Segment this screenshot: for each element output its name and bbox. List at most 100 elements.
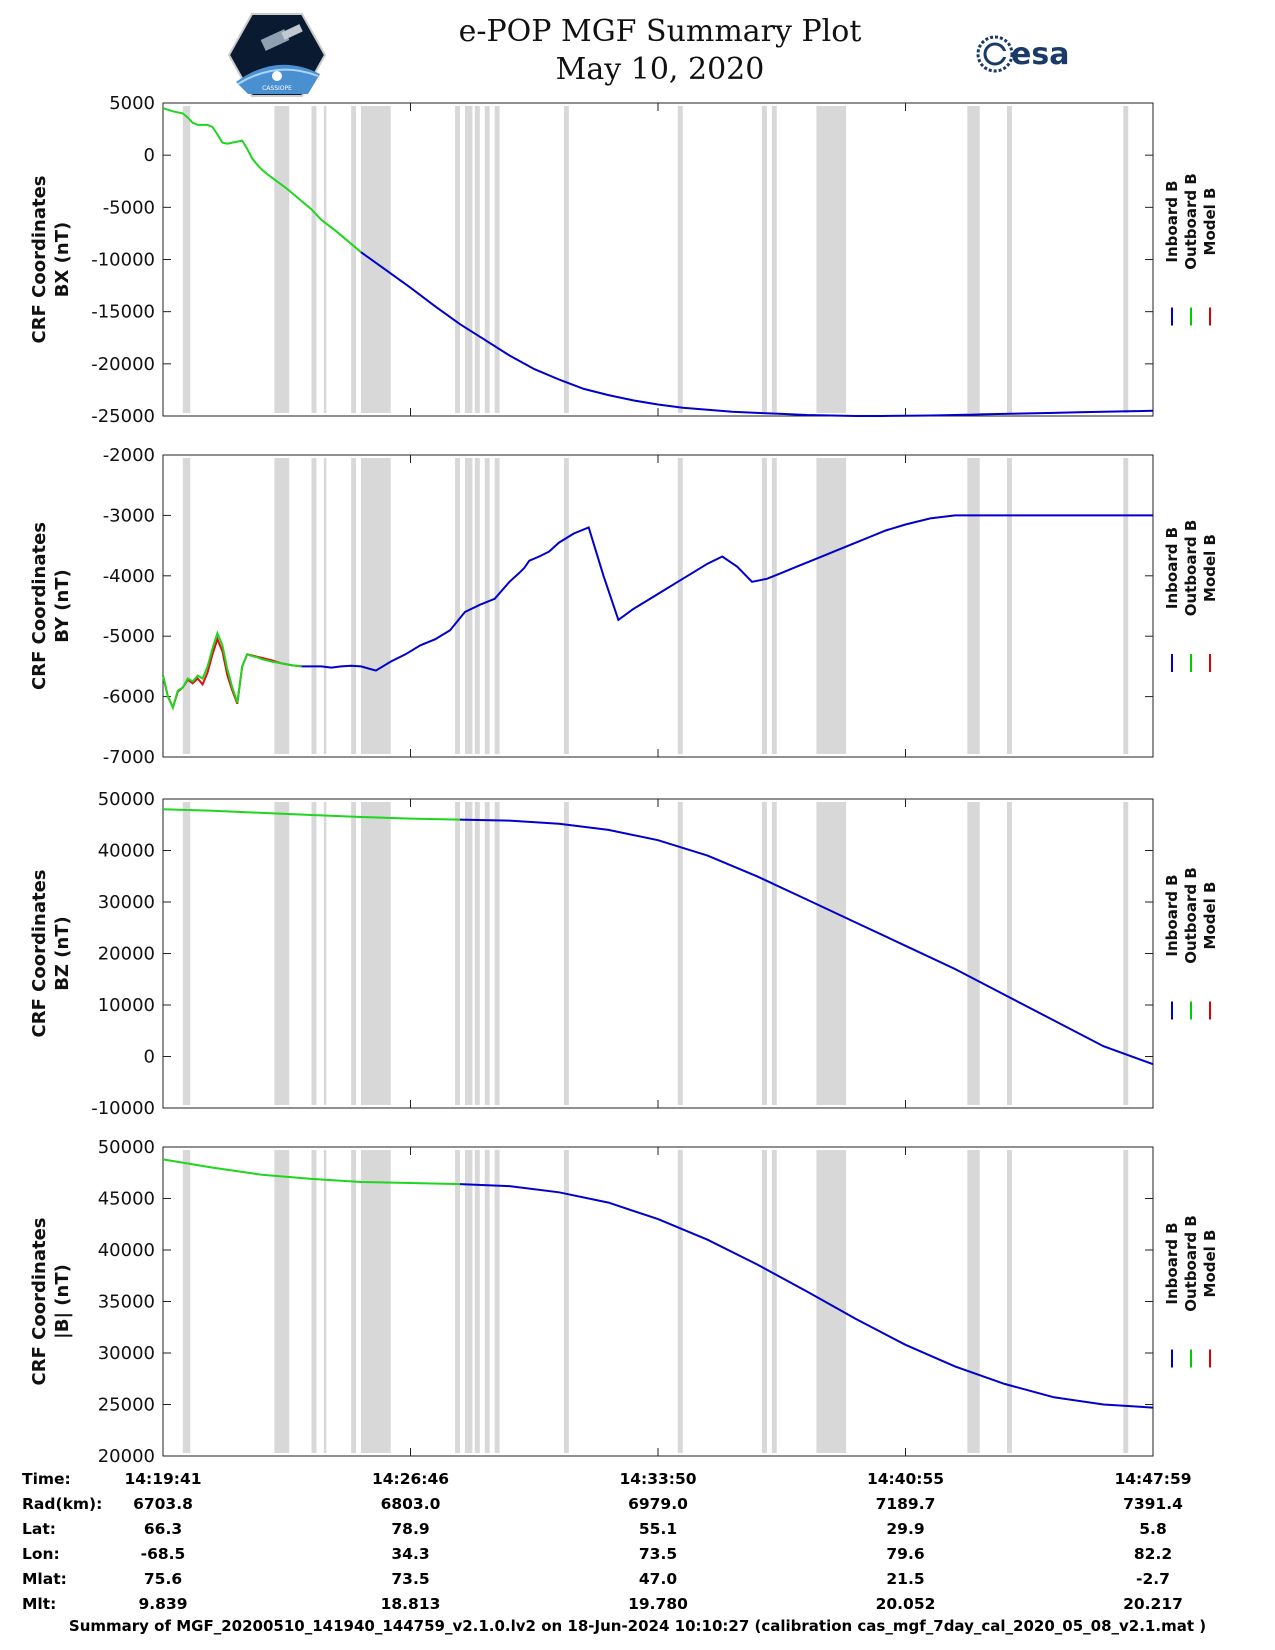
ephemeris-row-label: Mlat:: [22, 1570, 67, 1588]
data-gap-band: [494, 106, 500, 413]
y-tick-label: 35000: [98, 1292, 155, 1313]
data-gap-band: [351, 1150, 357, 1453]
data-gap-band: [563, 458, 569, 754]
y-tick-label: -6000: [103, 687, 155, 708]
y-tick-label: 10000: [98, 995, 155, 1016]
y-tick-label: 45000: [98, 1189, 155, 1210]
data-gap-band: [351, 802, 357, 1105]
data-gap-band: [494, 458, 500, 754]
data-gap-band: [1006, 1150, 1012, 1453]
data-gap-band: [455, 458, 460, 754]
data-gap-band: [474, 802, 480, 1105]
y-tick-label: 50000: [98, 789, 155, 810]
footer-caption: Summary of MGF_20200510_141940_144759_v2…: [68, 1617, 1207, 1635]
data-gap-band: [351, 458, 357, 754]
data-gap-band: [677, 1150, 683, 1453]
legend-label: Inboard B: [1163, 874, 1181, 956]
data-gap-band: [816, 106, 847, 413]
data-gap-band: [1006, 802, 1012, 1105]
y-tick-label: -10000: [91, 250, 155, 271]
panel-1: -2000 -3000 -4000 -5000 -6000 -7000 CRF Coordi…: [29, 445, 1219, 768]
series-line-inboard-b: [459, 818, 1154, 1066]
ephemeris-value: 55.1: [638, 1520, 678, 1538]
series-line-inboard-b: [459, 1183, 1154, 1409]
data-gap-band: [816, 1150, 847, 1453]
data-gap-band: [311, 458, 317, 754]
legend-label: Model B: [1201, 882, 1219, 950]
panel-2: 50000 40000 30000 20000 10000 0 -10000 CRF Coor…: [29, 789, 1219, 1119]
ephemeris-value: 34.3: [391, 1545, 430, 1563]
series-line-outboard-b: [162, 1158, 461, 1186]
data-gap-band: [274, 802, 290, 1105]
legend-label: Model B: [1201, 1230, 1219, 1298]
y-tick-label: 50000: [98, 1137, 155, 1158]
y-axis-label-line1: CRF Coordinates: [29, 1218, 50, 1386]
data-gap-band: [761, 1150, 767, 1453]
plot-title-line2: May 10, 2020: [555, 52, 765, 87]
panel-3: 50000 45000 40000 35000 30000 25000 20000 CRF C…: [29, 1137, 1219, 1467]
legend-label: Outboard B: [1182, 1215, 1200, 1312]
data-gap-band: [677, 106, 683, 413]
cassiope-mission-logo: CASSIOPE: [228, 13, 326, 97]
ephemeris-value: 14:40:55: [866, 1470, 945, 1488]
data-gap-band: [677, 458, 683, 754]
data-gap-band: [563, 106, 569, 413]
data-gap-band: [361, 1150, 391, 1453]
data-gap-band: [464, 802, 473, 1105]
data-gap-band: [494, 1150, 500, 1453]
data-gap-band: [323, 802, 327, 1105]
ephemeris-value: 14:19:41: [124, 1470, 202, 1488]
ephemeris-value: 47.0: [638, 1570, 678, 1588]
legend-label: Inboard B: [1163, 1222, 1181, 1304]
data-gap-band: [1006, 458, 1012, 754]
data-gap-band: [361, 458, 391, 754]
data-gap-band: [464, 106, 473, 413]
data-gap-band: [771, 106, 777, 413]
data-gap-band: [1123, 458, 1129, 754]
y-tick-label: 40000: [98, 841, 155, 862]
cassiope-logo-text: CASSIOPE: [262, 85, 292, 92]
ephemeris-value: 79.6: [886, 1545, 925, 1563]
ephemeris-value: 9.839: [138, 1595, 188, 1613]
data-gap-band: [484, 1150, 490, 1453]
y-tick-label: -10000: [91, 1098, 155, 1119]
series-line-outboard-b: [162, 107, 362, 253]
y-tick-label: 30000: [98, 1343, 155, 1364]
ephemeris-value: 14:33:50: [619, 1470, 697, 1488]
ephemeris-row-label: Lon:: [22, 1545, 60, 1563]
legend-label: Outboard B: [1182, 520, 1200, 617]
y-tick-label: 20000: [98, 1446, 155, 1467]
data-gap-band: [1123, 1150, 1129, 1453]
y-axis-label-line1: CRF Coordinates: [29, 176, 50, 344]
data-gap-band: [967, 1150, 980, 1453]
data-gap-band: [182, 106, 191, 413]
y-axis-label-line2: BY (nT): [52, 569, 73, 643]
data-gap-band: [1123, 802, 1129, 1105]
data-gap-band: [771, 1150, 777, 1453]
y-axis-label-line2: BZ (nT): [52, 916, 73, 991]
legend-label: Inboard B: [1163, 527, 1181, 609]
series-line-inboard-b: [360, 251, 1154, 417]
data-gap-band: [484, 458, 490, 754]
ephemeris-value: 20.217: [1123, 1595, 1183, 1613]
data-gap-band: [455, 802, 460, 1105]
ephemeris-value: 6703.8: [133, 1495, 193, 1513]
ephemeris-row-label: Mlt:: [22, 1595, 57, 1613]
data-gap-band: [464, 458, 473, 754]
y-tick-label: -5000: [103, 197, 155, 218]
data-gap-band: [323, 1150, 327, 1453]
data-gap-band: [494, 802, 500, 1105]
data-gap-band: [182, 802, 191, 1105]
data-gap-band: [311, 1150, 317, 1453]
legend-label: Model B: [1201, 534, 1219, 602]
y-tick-label: 20000: [98, 944, 155, 965]
y-tick-label: -4000: [103, 566, 155, 587]
ephemeris-value: -2.7: [1136, 1570, 1170, 1588]
data-gap-band: [563, 1150, 569, 1453]
ephemeris-value: -68.5: [140, 1545, 186, 1563]
data-gap-band: [274, 1150, 290, 1453]
series-line-outboard-b: [162, 630, 302, 711]
y-tick-label: -25000: [91, 406, 155, 427]
y-tick-label: -7000: [103, 747, 155, 768]
